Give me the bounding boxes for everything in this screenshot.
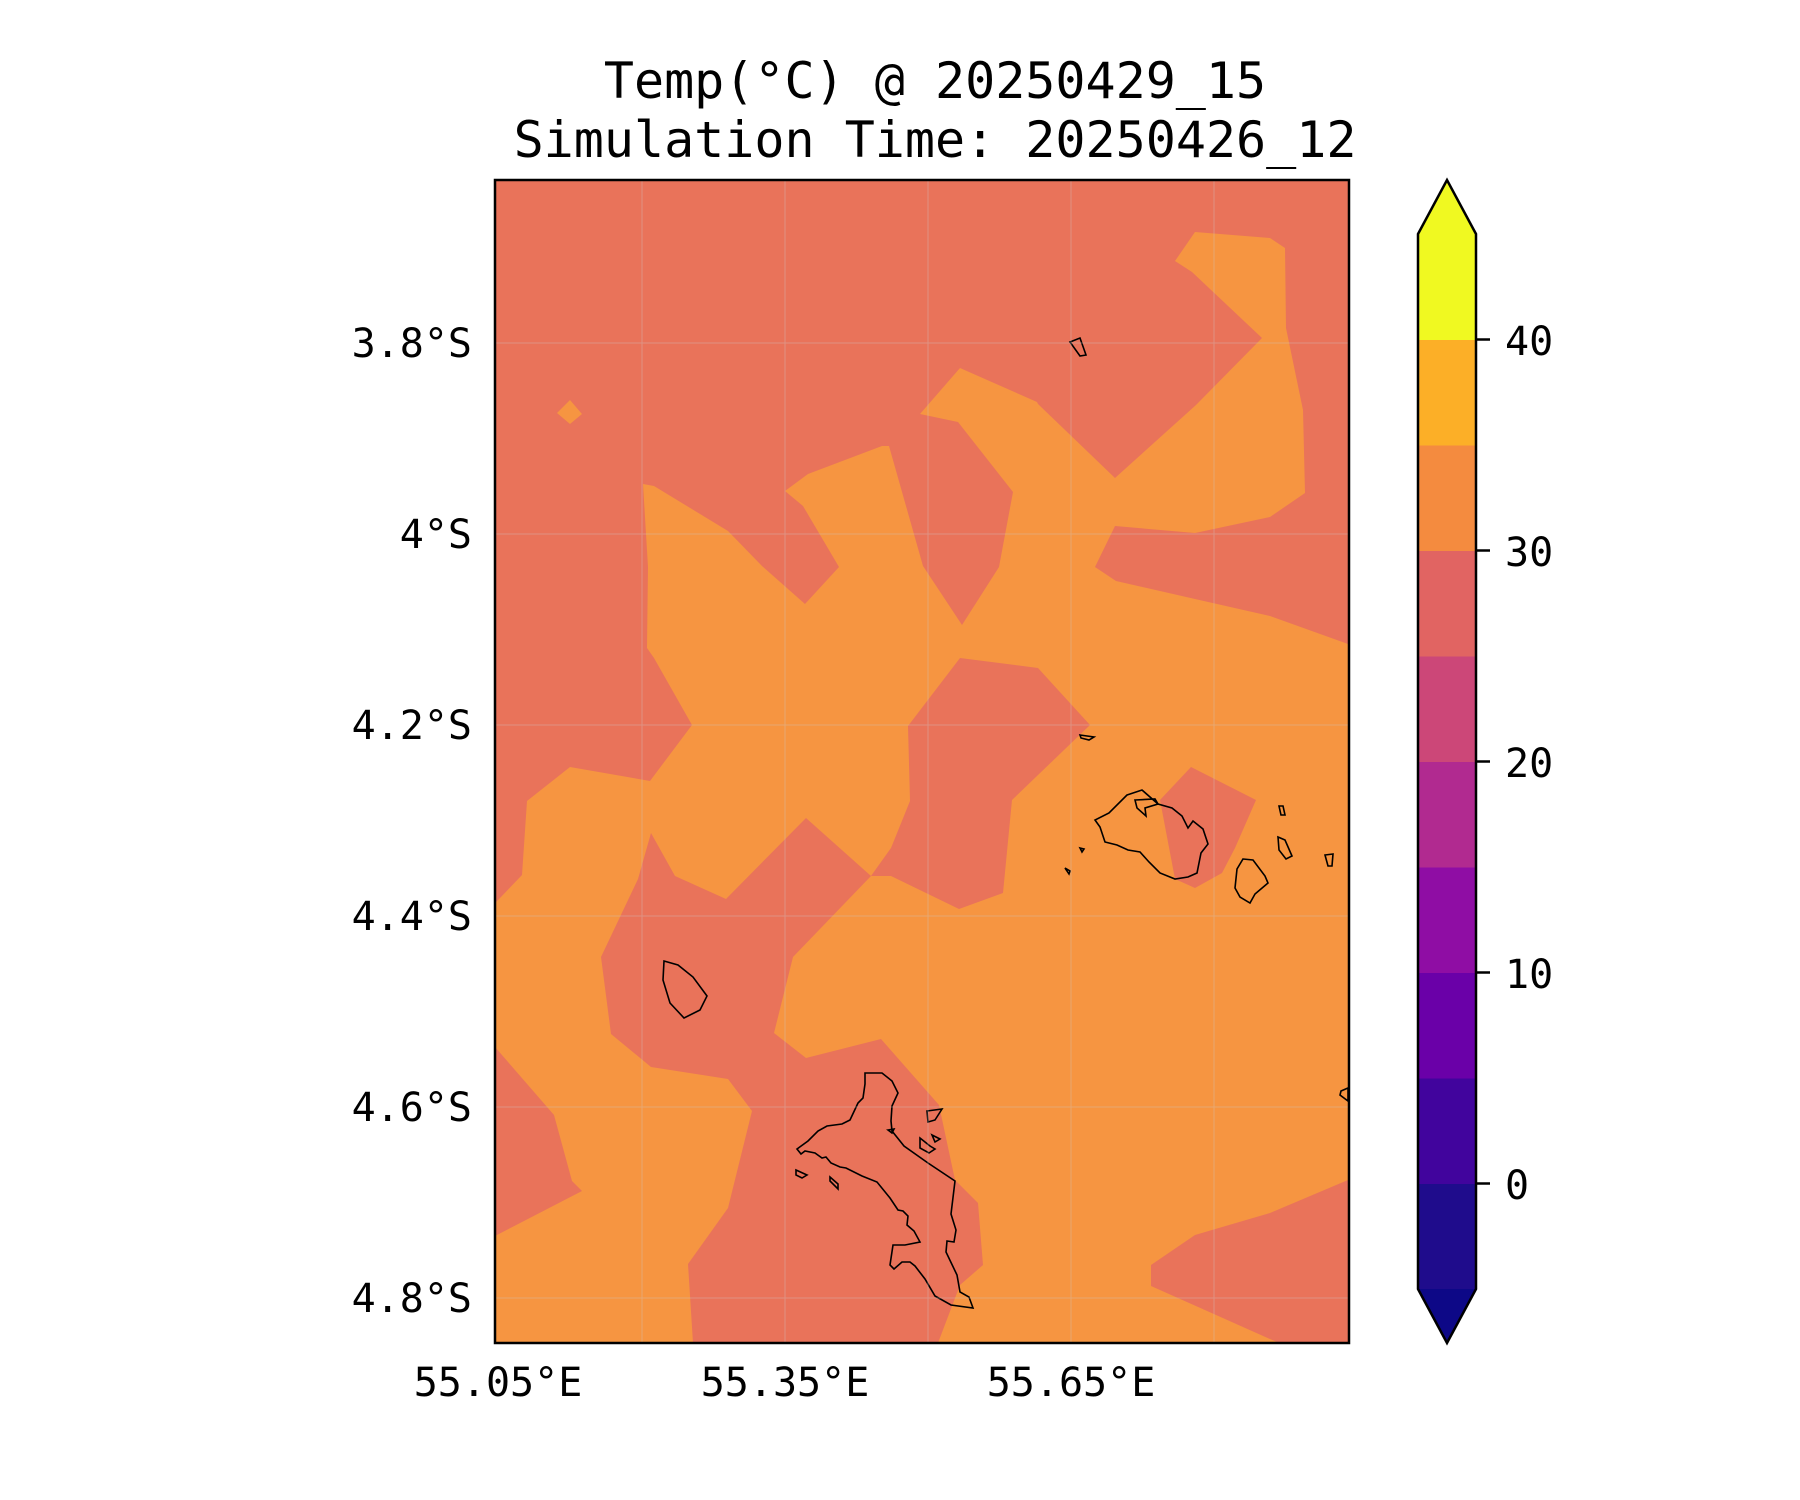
- colorbar-over-extension: [1418, 180, 1476, 234]
- map-title: Temp(°C) @ 20250429_15: [603, 52, 1267, 110]
- map-gridlines: [495, 180, 1349, 1343]
- colorbar-tick-label: 20: [1505, 741, 1554, 787]
- colorbar-segment: [1418, 656, 1476, 762]
- colorbar-segment: [1418, 445, 1476, 551]
- temp-region-30-35: [495, 232, 1348, 1343]
- colorbar-segment: [1418, 339, 1476, 446]
- colorbar-tick-label: 40: [1505, 319, 1554, 365]
- x-tick-label: 55.65°E: [986, 1360, 1156, 1406]
- colorbar-segment: [1418, 761, 1476, 868]
- y-tick-label: 4.4°S: [351, 894, 472, 940]
- colorbar: [1416, 177, 1490, 1346]
- colorbar-tick-label: 30: [1505, 530, 1554, 576]
- colorbar-segment: [1418, 234, 1476, 340]
- y-tick-label: 4°S: [399, 512, 472, 558]
- colorbar-segment: [1418, 1183, 1476, 1290]
- colorbar-tick-label: 0: [1505, 1163, 1530, 1209]
- x-tick-label: 55.35°E: [700, 1360, 870, 1406]
- y-tick-label: 4.8°S: [351, 1276, 472, 1322]
- map-frame: [493, 178, 1351, 1345]
- map-subtitle: Simulation Time: 20250426_12: [513, 111, 1357, 169]
- temp-region-30-35: [557, 400, 582, 424]
- colorbar-segment: [1418, 972, 1476, 1079]
- colorbar-segment: [1418, 867, 1476, 973]
- x-tick-label: 55.05°E: [413, 1360, 583, 1406]
- colorbar-outline: [1416, 177, 1478, 1346]
- y-tick-label: 3.8°S: [351, 321, 472, 367]
- map-area: [495, 180, 1349, 1343]
- colorbar-tick-label: 10: [1505, 952, 1554, 998]
- y-tick-label: 4.6°S: [351, 1085, 472, 1131]
- colorbar-segment: [1418, 1078, 1476, 1184]
- colorbar-under-extension: [1418, 1289, 1476, 1343]
- temp-region-25-30: [1160, 767, 1256, 888]
- y-tick-label: 4.2°S: [351, 703, 472, 749]
- colorbar-segment: [1418, 550, 1476, 657]
